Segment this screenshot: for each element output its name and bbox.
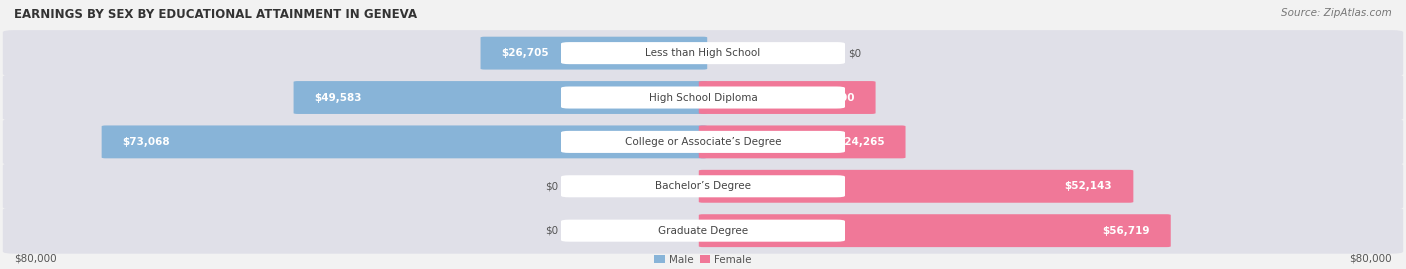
- Text: $80,000: $80,000: [1350, 253, 1392, 263]
- Text: $56,719: $56,719: [1102, 226, 1150, 236]
- Text: Graduate Degree: Graduate Degree: [658, 226, 748, 236]
- FancyBboxPatch shape: [481, 37, 707, 70]
- FancyBboxPatch shape: [561, 175, 845, 197]
- FancyBboxPatch shape: [561, 220, 845, 242]
- FancyBboxPatch shape: [699, 81, 876, 114]
- Text: $26,705: $26,705: [502, 48, 550, 58]
- Text: Less than High School: Less than High School: [645, 48, 761, 58]
- Text: $24,265: $24,265: [837, 137, 884, 147]
- FancyBboxPatch shape: [294, 81, 707, 114]
- Text: $0: $0: [848, 48, 860, 58]
- FancyBboxPatch shape: [3, 30, 1403, 76]
- FancyBboxPatch shape: [699, 214, 1171, 247]
- Legend: Male, Female: Male, Female: [650, 251, 756, 269]
- Text: $0: $0: [546, 226, 558, 236]
- Text: EARNINGS BY SEX BY EDUCATIONAL ATTAINMENT IN GENEVA: EARNINGS BY SEX BY EDUCATIONAL ATTAINMEN…: [14, 8, 418, 21]
- FancyBboxPatch shape: [561, 87, 845, 109]
- Text: High School Diploma: High School Diploma: [648, 93, 758, 102]
- FancyBboxPatch shape: [101, 125, 707, 158]
- Text: College or Associate’s Degree: College or Associate’s Degree: [624, 137, 782, 147]
- FancyBboxPatch shape: [561, 42, 845, 64]
- Text: $80,000: $80,000: [14, 253, 56, 263]
- Text: $0: $0: [546, 181, 558, 191]
- FancyBboxPatch shape: [3, 208, 1403, 254]
- Text: Source: ZipAtlas.com: Source: ZipAtlas.com: [1281, 8, 1392, 18]
- FancyBboxPatch shape: [561, 131, 845, 153]
- Text: $20,600: $20,600: [807, 93, 855, 102]
- FancyBboxPatch shape: [3, 163, 1403, 209]
- FancyBboxPatch shape: [699, 125, 905, 158]
- FancyBboxPatch shape: [3, 119, 1403, 165]
- Text: $52,143: $52,143: [1064, 181, 1112, 191]
- Text: $73,068: $73,068: [122, 137, 170, 147]
- Text: Bachelor’s Degree: Bachelor’s Degree: [655, 181, 751, 191]
- FancyBboxPatch shape: [699, 170, 1133, 203]
- Text: $49,583: $49,583: [315, 93, 363, 102]
- FancyBboxPatch shape: [3, 75, 1403, 121]
